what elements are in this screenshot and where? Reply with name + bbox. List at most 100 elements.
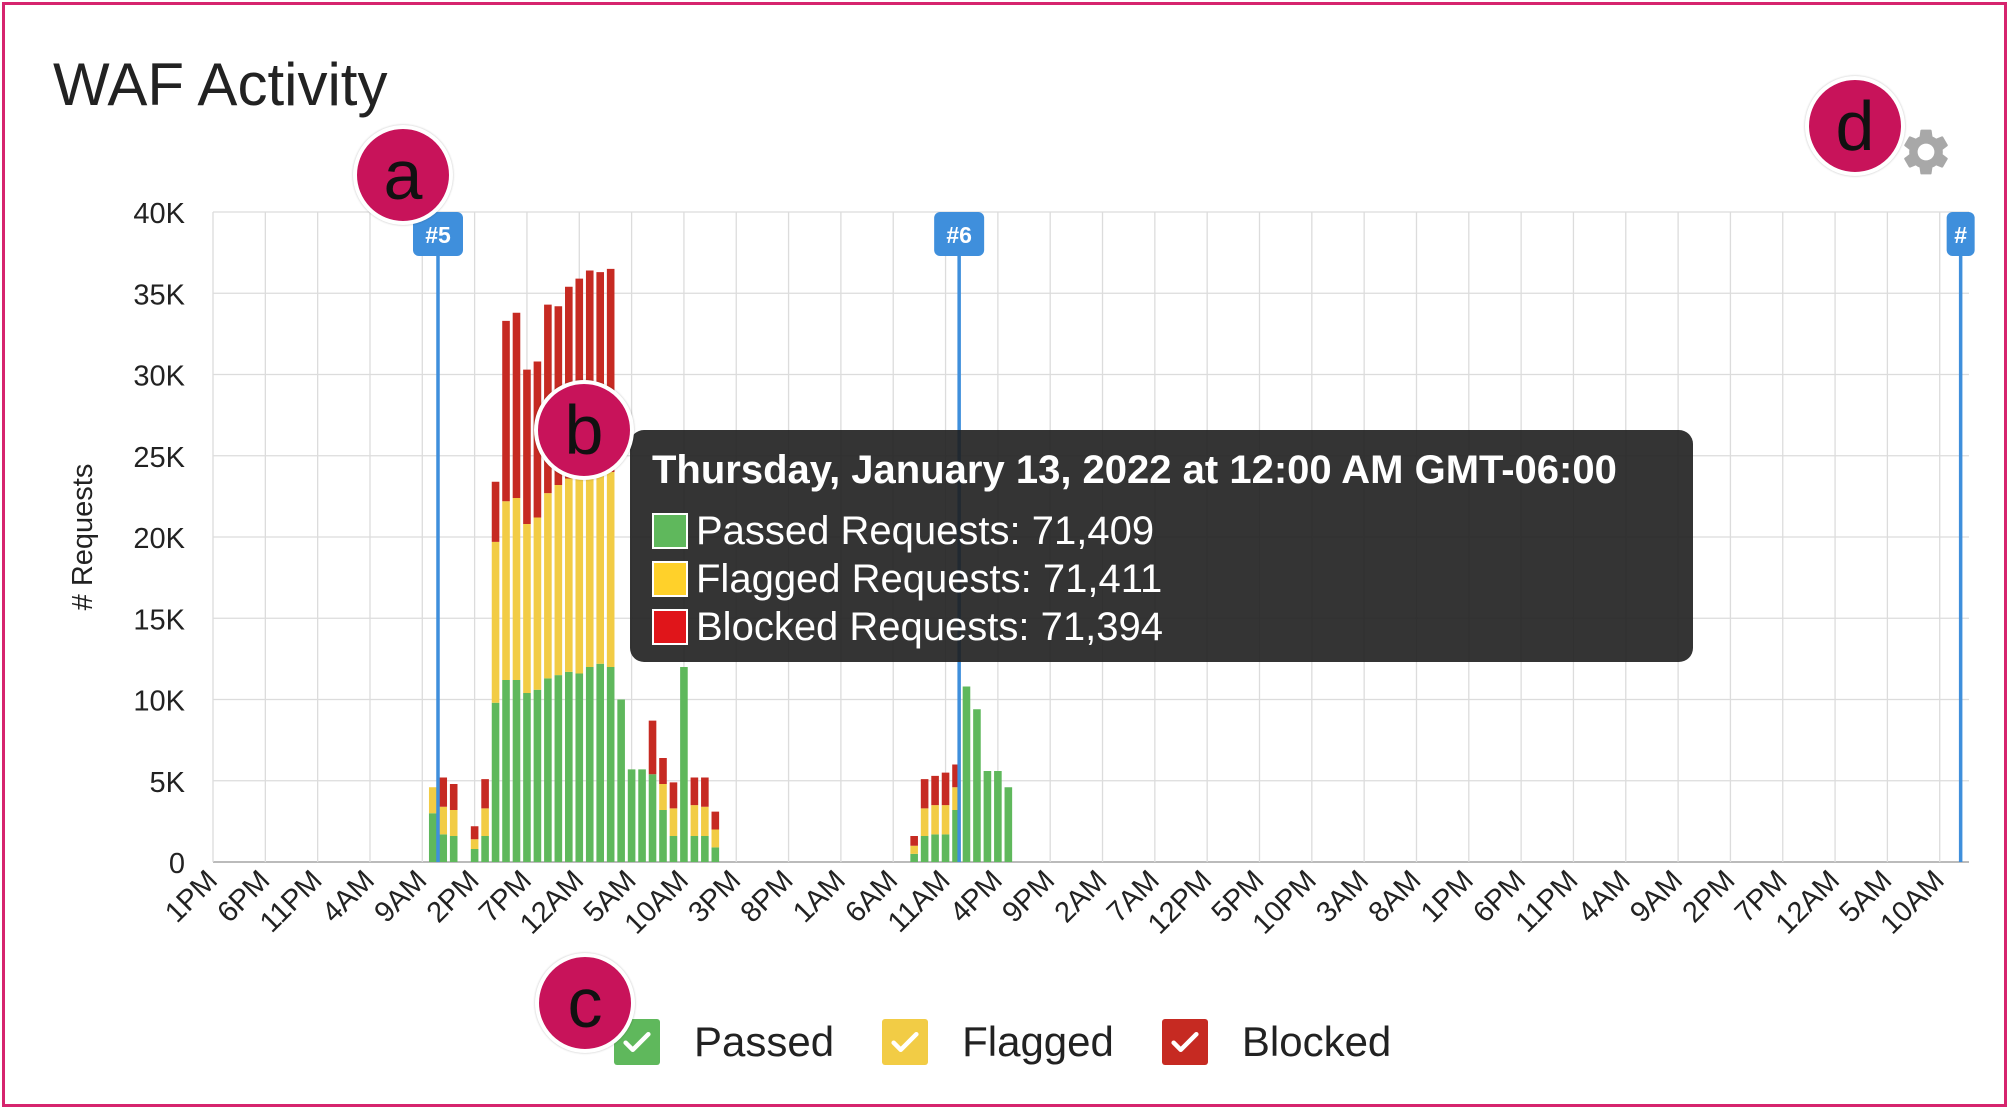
tooltip-swatch-passed — [652, 513, 688, 549]
annotation-badge-d: d — [1805, 76, 1905, 176]
bar-passed — [920, 836, 929, 862]
tooltip-label-blocked: Blocked Requests: 71,394 — [696, 604, 1163, 649]
x-tick-label: 8PM — [735, 864, 800, 929]
bar-blocked — [920, 779, 929, 809]
gear-icon[interactable] — [1898, 124, 1954, 180]
bar-passed — [428, 813, 437, 862]
bar-passed — [554, 675, 563, 862]
bar-flagged — [931, 805, 939, 835]
y-tick-label: 15K — [133, 604, 185, 636]
bar-flagged — [544, 493, 552, 679]
bar-flagged — [711, 829, 720, 848]
checkbox-checked-icon[interactable] — [614, 1019, 660, 1065]
bar-passed — [648, 774, 657, 862]
bar-flagged — [952, 787, 960, 810]
bar-passed — [470, 849, 479, 862]
bar-passed — [941, 834, 950, 862]
bar-flagged — [481, 808, 489, 836]
event-marker-label: # — [1954, 222, 1967, 248]
bar-blocked — [606, 268, 615, 472]
bar-passed — [449, 836, 458, 862]
bar-passed — [533, 689, 542, 862]
bar-blocked — [596, 272, 605, 464]
x-tick-label: 8AM — [1363, 864, 1428, 929]
event-marker-flag — [1946, 212, 1975, 256]
tooltip-swatch-blocked — [652, 609, 688, 645]
bar-passed — [994, 771, 1002, 862]
bar-passed — [711, 847, 720, 862]
bar-passed — [1004, 787, 1013, 862]
bar-passed — [910, 853, 918, 862]
bar-blocked — [512, 312, 521, 498]
x-tick-label: 9PM — [996, 864, 1061, 929]
bar-blocked — [910, 836, 918, 846]
bar-flagged — [470, 839, 479, 849]
bar-passed — [701, 836, 709, 862]
bar-flagged — [502, 501, 510, 680]
tooltip-label-flagged: Flagged Requests: 71,411 — [696, 556, 1163, 601]
chart-tooltip: Thursday, January 13, 2022 at 12:00 AM G… — [630, 430, 1693, 662]
bar-passed — [544, 678, 552, 862]
annotation-badge-b: b — [534, 380, 634, 480]
x-tick-label: 2AM — [1049, 864, 1114, 929]
chart-legend: Passed Flagged Blocked — [614, 1014, 1439, 1070]
bar-blocked — [575, 278, 584, 471]
bar-blocked — [481, 779, 489, 809]
legend-item-passed[interactable]: Passed — [614, 1018, 834, 1066]
bar-blocked — [931, 775, 939, 806]
bar-blocked — [470, 826, 479, 840]
bar-passed — [575, 673, 584, 862]
bar-flagged — [491, 541, 500, 703]
legend-label-blocked: Blocked — [1241, 1018, 1392, 1065]
y-tick-label: 30K — [133, 361, 185, 393]
y-tick-label: 35K — [133, 279, 185, 311]
bar-flagged — [439, 806, 448, 835]
bar-flagged — [449, 810, 458, 836]
tooltip-row-passed: Passed Requests: 71,409 — [648, 507, 1675, 555]
bar-blocked — [648, 720, 657, 775]
y-tick-label: 5K — [150, 767, 186, 799]
y-tick-label: 40K — [133, 198, 185, 230]
bar-passed — [491, 702, 500, 862]
bar-blocked — [952, 764, 960, 788]
widget-title: WAF Activity — [53, 51, 388, 118]
legend-item-blocked[interactable]: Blocked — [1161, 1018, 1392, 1066]
x-tick-label: 9AM — [1624, 864, 1689, 929]
event-marker-flag — [412, 212, 463, 256]
bar-flagged — [606, 472, 615, 667]
tooltip-row-blocked: Blocked Requests: 71,394 — [648, 603, 1675, 651]
x-tick-label: 2PM — [1677, 864, 1742, 929]
bar-passed — [962, 686, 971, 862]
bar-blocked — [502, 320, 510, 502]
bar-blocked — [711, 811, 720, 830]
bar-blocked — [690, 777, 699, 806]
x-tick-label: 4AM — [1572, 864, 1637, 929]
x-tick-label: 3AM — [1310, 864, 1375, 929]
bar-passed — [983, 771, 992, 862]
bar-passed — [585, 667, 594, 862]
x-tick-label: 1PM — [1415, 864, 1480, 929]
x-tick-label: 11PM — [1510, 864, 1585, 939]
annotation-badge-c: c — [535, 953, 635, 1053]
x-tick-label: 4PM — [944, 864, 1009, 929]
bar-flagged — [428, 787, 437, 814]
bar-flagged — [596, 463, 605, 664]
tooltip-swatch-flagged — [652, 561, 688, 597]
bar-passed — [659, 810, 667, 862]
bar-flagged — [690, 805, 699, 836]
bar-passed — [680, 667, 688, 862]
bar-passed — [627, 769, 636, 862]
x-tick-label: 9AM — [368, 864, 433, 929]
checkbox-checked-icon[interactable] — [1161, 1019, 1208, 1065]
y-axis-title: # Requests — [67, 464, 99, 611]
bar-blocked — [523, 369, 531, 524]
x-tick-label: 11PM — [254, 864, 329, 939]
bar-flagged — [941, 805, 950, 835]
checkbox-checked-icon[interactable] — [882, 1019, 929, 1065]
legend-item-flagged[interactable]: Flagged — [882, 1018, 1114, 1066]
bar-flagged — [512, 498, 521, 680]
bar-passed — [690, 836, 699, 862]
bar-passed — [931, 834, 939, 862]
bar-blocked — [669, 782, 678, 809]
